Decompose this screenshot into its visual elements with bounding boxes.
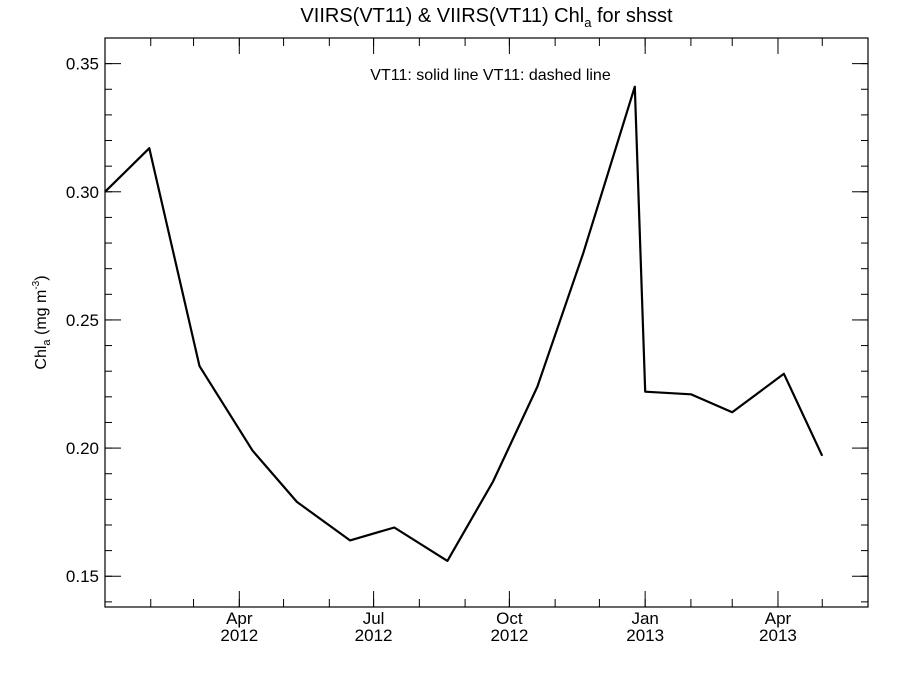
x-tick-month: Oct [496,609,523,628]
title-tail: for shsst [591,5,673,27]
title-main: VIIRS(VT11) & VIIRS(VT11) Chl [300,5,584,27]
y-tick-label: 0.30 [66,183,99,202]
x-tick-year: 2012 [355,626,393,645]
x-tick-month: Apr [226,609,253,628]
legend-annotation: VT11: solid line VT11: dashed line [370,67,611,84]
ylabel-main: Chl [33,346,50,370]
x-tick-month: Apr [765,609,792,628]
y-axis-label: Chla (mg m-3) [31,275,53,369]
ylabel-close: ) [33,275,50,280]
y-tick-label: 0.20 [66,439,99,458]
x-tick-year: 2013 [626,626,664,645]
plot-area: 0.150.200.250.300.35Apr2012Jul2012Oct201… [66,37,869,645]
y-tick-label: 0.35 [66,55,99,74]
title-subscript: a [584,15,592,30]
chart-title: VIIRS(VT11) & VIIRS(VT11) Chla for shsst [300,5,673,30]
series-line-0 [104,85,824,563]
y-tick-label: 0.25 [66,311,99,330]
ylabel-subscript: a [41,339,53,346]
x-tick-month: Jul [363,609,385,628]
y-tick-label: 0.15 [66,567,99,586]
x-tick-year: 2013 [759,626,797,645]
ylabel-unit: (mg m [33,290,50,340]
ylabel-superscript: -3 [31,280,42,289]
plot-frame [104,37,869,608]
svg-text:Chla (mg m-3): Chla (mg m-3) [31,275,53,369]
x-tick-year: 2012 [220,626,258,645]
x-tick-month: Jan [631,609,658,628]
x-tick-year: 2012 [490,626,528,645]
